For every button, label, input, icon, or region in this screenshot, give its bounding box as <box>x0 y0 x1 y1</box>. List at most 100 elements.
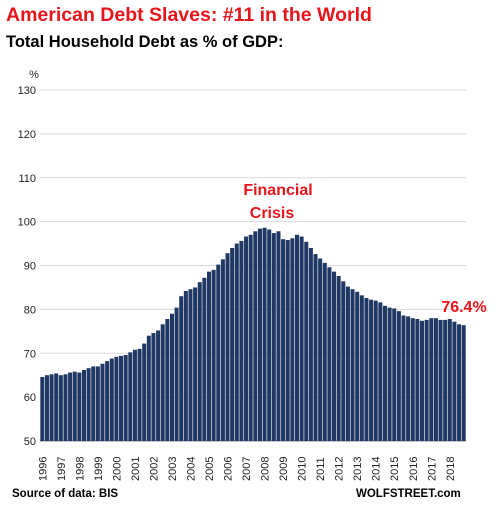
bar-1999Q3 <box>105 361 110 441</box>
chart-title: American Debt Slaves: #11 in the World <box>6 4 372 26</box>
bar-2004Q4 <box>202 277 207 441</box>
bar-2016Q1 <box>410 318 415 441</box>
brand-footer: WOLFSTREET.com <box>356 488 461 500</box>
x-tick-label: 2016 <box>408 457 420 481</box>
y-tick-label: 110 <box>18 173 36 185</box>
bar-1997Q1 <box>58 375 63 441</box>
bar-2013Q2 <box>359 295 364 441</box>
x-tick-label: 2000 <box>111 457 123 481</box>
bar-2011Q3 <box>327 267 332 441</box>
bar-2002Q1 <box>151 333 156 441</box>
bar-2006Q4 <box>239 240 244 441</box>
x-tick-label: 2014 <box>371 457 383 481</box>
x-tick-label: 1998 <box>74 457 86 481</box>
bar-1997Q2 <box>63 374 68 441</box>
bar-1996Q3 <box>49 374 54 441</box>
bar-2015Q4 <box>406 316 411 441</box>
bar-2007Q1 <box>244 236 249 441</box>
bar-2007Q4 <box>257 228 262 441</box>
bar-2004Q1 <box>188 289 193 441</box>
bar-2002Q4 <box>165 319 170 441</box>
bar-2000Q2 <box>119 355 124 441</box>
bar-2007Q3 <box>253 231 258 441</box>
bar-2003Q1 <box>169 313 174 441</box>
bar-2011Q4 <box>332 271 337 441</box>
bar-2017Q3 <box>438 319 443 441</box>
bar-2005Q4 <box>220 259 225 441</box>
bar-2004Q2 <box>193 287 198 441</box>
y-tick-label: 130 <box>18 85 36 97</box>
bar-2013Q4 <box>369 299 374 441</box>
bar-2018Q1 <box>447 319 452 441</box>
bar-2001Q1 <box>132 349 137 441</box>
bar-2017Q1 <box>429 318 434 441</box>
y-tick-label: 80 <box>24 304 36 316</box>
bar-2009Q1 <box>281 239 286 441</box>
bar-2012Q3 <box>345 286 350 441</box>
bar-1998Q3 <box>86 368 91 441</box>
bar-2014Q2 <box>378 302 383 441</box>
bar-2007Q2 <box>248 234 253 441</box>
bar-1998Q2 <box>81 369 87 441</box>
x-tick-label: 1997 <box>56 457 68 481</box>
y-axis-ticks: 50 60 70 80 90 100 110 120 130 <box>18 85 36 448</box>
bar-2003Q3 <box>179 296 184 441</box>
bar-2010Q2 <box>304 241 309 441</box>
bar-1999Q1 <box>95 366 100 441</box>
x-tick-label: 2010 <box>297 457 309 481</box>
bar-1997Q4 <box>72 371 77 441</box>
y-tick-label: 70 <box>24 348 36 360</box>
chart-subtitle: Total Household Debt as % of GDP: <box>6 33 284 51</box>
bar-2005Q2 <box>211 269 216 441</box>
bar-2011Q2 <box>322 262 327 441</box>
source-note: Source of data: BIS <box>12 488 119 500</box>
bar-2015Q3 <box>401 315 406 441</box>
bar-1996Q4 <box>54 373 59 441</box>
bar-1998Q4 <box>91 366 96 441</box>
bar-2012Q4 <box>350 289 355 441</box>
x-axis-ticks: 1996 1997 1998 1999 2000 2001 2002 2003 2004 2005… <box>37 457 456 481</box>
bar-2003Q2 <box>174 307 179 441</box>
bar-2010Q3 <box>308 247 313 441</box>
y-tick-label: 50 <box>24 436 36 448</box>
bar-2010Q4 <box>313 254 318 441</box>
bar-2005Q1 <box>206 271 212 441</box>
bar-2003Q4 <box>183 290 188 441</box>
bar-2015Q1 <box>392 308 397 441</box>
bar-1999Q4 <box>109 358 114 441</box>
bar-2013Q1 <box>355 291 360 441</box>
bar-2009Q2 <box>285 240 290 441</box>
bar-2001Q4 <box>146 335 151 441</box>
bar-2016Q2 <box>415 319 420 441</box>
bar-2015Q2 <box>396 311 401 441</box>
annotation-financial: Financial <box>243 182 312 199</box>
x-tick-label: 2018 <box>445 457 457 481</box>
x-tick-label: 2011 <box>315 457 327 481</box>
x-tick-label: 2008 <box>260 457 272 481</box>
bar-1996Q1 <box>40 376 45 441</box>
x-tick-label: 2012 <box>334 457 346 481</box>
bar-series <box>40 227 466 441</box>
bar-2000Q3 <box>123 355 128 441</box>
annotation-crisis: Crisis <box>250 205 295 222</box>
x-tick-label: 2002 <box>148 457 160 481</box>
x-tick-label: 2007 <box>241 457 253 481</box>
bar-2013Q3 <box>364 297 369 441</box>
bar-2011Q1 <box>318 258 323 441</box>
x-tick-label: 2009 <box>278 457 290 481</box>
bar-2016Q4 <box>424 319 429 441</box>
bar-2005Q3 <box>216 264 221 441</box>
bar-2002Q2 <box>156 330 161 441</box>
x-tick-label: 2003 <box>167 457 179 481</box>
bar-2002Q3 <box>160 324 165 441</box>
bar-2000Q4 <box>128 352 133 441</box>
y-tick-label: 120 <box>18 129 36 141</box>
bar-2004Q3 <box>197 282 202 441</box>
x-tick-label: 2017 <box>426 457 438 481</box>
x-tick-label: 2013 <box>352 457 364 481</box>
bar-1997Q3 <box>68 372 73 441</box>
bar-2014Q4 <box>387 307 392 441</box>
bar-2014Q1 <box>373 300 378 441</box>
y-tick-label: 60 <box>24 392 36 404</box>
